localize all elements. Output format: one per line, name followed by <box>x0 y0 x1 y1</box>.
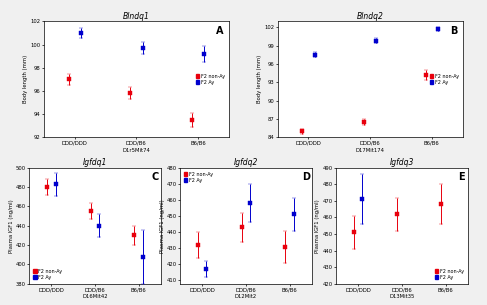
Text: B: B <box>450 26 457 36</box>
Text: E: E <box>458 172 465 182</box>
X-axis label: D16Mit42: D16Mit42 <box>82 294 108 299</box>
Y-axis label: Plasma IGF1 (ng/ml): Plasma IGF1 (ng/ml) <box>9 199 14 253</box>
Y-axis label: Plasma IGF1 (ng/ml): Plasma IGF1 (ng/ml) <box>316 199 320 253</box>
X-axis label: D12Mit2: D12Mit2 <box>235 294 257 299</box>
Legend: F2 non-Ay, F2 Ay: F2 non-Ay, F2 Ay <box>195 72 226 86</box>
X-axis label: D17Mit174: D17Mit174 <box>356 148 385 153</box>
Y-axis label: Body length (mm): Body length (mm) <box>257 55 262 103</box>
Legend: F2 non-Ay, F2 Ay: F2 non-Ay, F2 Ay <box>32 267 63 281</box>
Legend: F2 non-Ay, F2 Ay: F2 non-Ay, F2 Ay <box>433 267 465 281</box>
Text: C: C <box>151 172 159 182</box>
Y-axis label: Plasma IGF1 (ng/ml): Plasma IGF1 (ng/ml) <box>160 199 165 253</box>
Title: Igfdq3: Igfdq3 <box>390 158 414 167</box>
Text: A: A <box>216 26 224 36</box>
Y-axis label: Body length (mm): Body length (mm) <box>23 55 28 103</box>
X-axis label: D1r5Mit74: D1r5Mit74 <box>122 148 150 153</box>
Title: Igfdq1: Igfdq1 <box>83 158 107 167</box>
X-axis label: D13Mit35: D13Mit35 <box>389 294 414 299</box>
Legend: F2 non-Ay, F2 Ay: F2 non-Ay, F2 Ay <box>183 170 214 184</box>
Title: Igfdq2: Igfdq2 <box>234 158 258 167</box>
Legend: F2 non-Ay, F2 Ay: F2 non-Ay, F2 Ay <box>429 72 460 86</box>
Title: Blndq1: Blndq1 <box>123 12 150 20</box>
Text: D: D <box>302 172 311 182</box>
Title: Blndq2: Blndq2 <box>356 12 384 20</box>
